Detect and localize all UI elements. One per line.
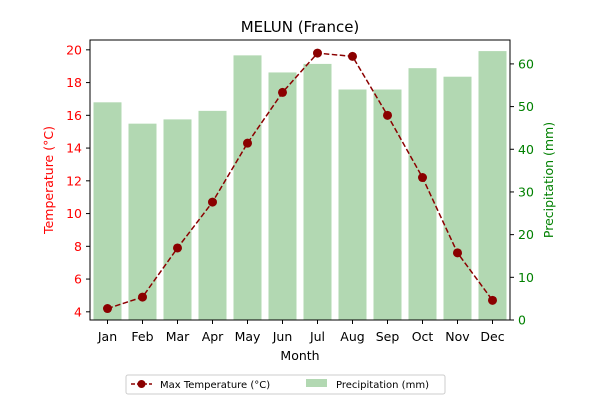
- y-left-tick-label: 10: [66, 206, 82, 221]
- x-tick-label-nov: Nov: [445, 329, 470, 344]
- temperature-point-apr: [208, 197, 217, 207]
- temperature-point-jun: [278, 87, 287, 97]
- precipitation-bar-dec: [478, 51, 507, 320]
- temperature-point-sep: [383, 110, 392, 120]
- y-right-tick-label: 50: [518, 99, 534, 114]
- chart-title: MELUN (France): [241, 18, 360, 36]
- x-tick-label-jul: Jul: [309, 329, 325, 344]
- y-right-tick-label: 20: [518, 227, 534, 242]
- x-tick-label-sep: Sep: [376, 329, 400, 344]
- precipitation-bar-jan: [93, 102, 122, 320]
- y-right-tick-label: 30: [518, 184, 534, 199]
- y-right-tick-label: 40: [518, 142, 534, 157]
- temperature-point-aug: [348, 51, 357, 61]
- x-tick-label-jan: Jan: [97, 329, 117, 344]
- precipitation-bar-oct: [408, 68, 437, 320]
- y-left-tick-label: 14: [66, 141, 82, 156]
- legend-marker-swatch: [137, 380, 146, 388]
- y-left-tick-label: 6: [74, 272, 82, 287]
- y-right-tick-label: 0: [518, 313, 526, 328]
- y-left-tick-label: 18: [66, 75, 82, 90]
- precipitation-bar-jul: [303, 63, 332, 321]
- y-axis-left-label: Temperature (°C): [41, 126, 56, 235]
- y-left-tick-label: 20: [66, 42, 82, 57]
- y-left-tick-label: 4: [74, 304, 82, 319]
- temperature-point-oct: [418, 173, 427, 183]
- temperature-point-may: [243, 138, 252, 148]
- legend-bar-swatch: [306, 379, 327, 387]
- x-axis-label: Month: [280, 348, 319, 363]
- x-axis: Jan Feb Mar Apr May Jun Jul Aug Sep Oct Nov Dec: [97, 320, 505, 344]
- plot-frame: [89, 39, 511, 321]
- y-left-tick-label: 12: [66, 173, 82, 188]
- right-axis: 0 10 20 30 40 50 60: [510, 56, 534, 328]
- y-axis-right-label: Precipitation (mm): [541, 122, 556, 238]
- x-tick-label-apr: Apr: [202, 329, 224, 344]
- precipitation-bar-nov: [443, 76, 472, 321]
- precipitation-bar-sep: [373, 89, 402, 320]
- temperature-point-jan: [103, 304, 112, 314]
- legend: Max Temperature (°C) Precipitation (mm): [125, 374, 446, 395]
- y-right-tick-label: 10: [518, 270, 534, 285]
- y-left-tick-label: 16: [66, 108, 82, 123]
- precipitation-bar-feb: [128, 123, 157, 320]
- temperature-point-jul: [313, 48, 322, 58]
- temperature-point-mar: [173, 243, 182, 253]
- temperature-line: [103, 48, 497, 314]
- left-axis: 4 6 8 10 12 14 16 18 20: [66, 42, 90, 319]
- x-tick-label-may: May: [235, 329, 261, 344]
- precipitation-bar-may: [233, 55, 262, 321]
- temperature-point-feb: [138, 292, 147, 302]
- precipitation-bars: [93, 51, 507, 321]
- x-tick-label-oct: Oct: [412, 329, 434, 344]
- y-right-tick-label: 60: [518, 56, 534, 71]
- x-tick-label-mar: Mar: [166, 329, 190, 344]
- temperature-point-nov: [453, 248, 462, 258]
- x-tick-label-dec: Dec: [480, 329, 504, 344]
- precipitation-bar-aug: [338, 89, 367, 320]
- temperature-point-dec: [488, 295, 497, 305]
- x-tick-label-feb: Feb: [131, 329, 153, 344]
- x-tick-label-aug: Aug: [340, 329, 364, 344]
- legend-box: [125, 374, 446, 395]
- x-tick-label-jun: Jun: [272, 329, 293, 344]
- legend-label-temperature: Max Temperature (°C): [160, 380, 270, 391]
- y-left-tick-label: 8: [74, 239, 82, 254]
- legend-label-precipitation: Precipitation (mm): [336, 380, 429, 391]
- precipitation-bar-mar: [163, 119, 192, 320]
- precipitation-bar-jun: [268, 72, 297, 320]
